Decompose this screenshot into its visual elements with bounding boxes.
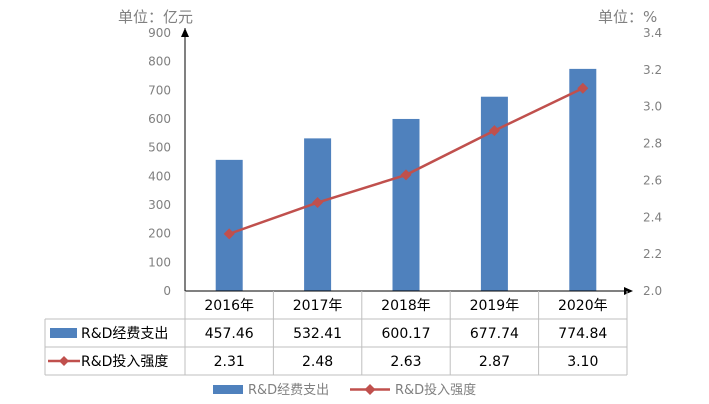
left-axis-unit: 单位：亿元 (118, 8, 194, 26)
y-left-tick-label: 600 (148, 112, 171, 126)
x-category-label: 2020年 (558, 298, 608, 314)
table-value-intensity: 2.63 (390, 354, 421, 370)
x-category-label: 2019年 (470, 298, 520, 314)
line-marker-diamond (488, 125, 500, 137)
legend-label-intensity: R&D投入强度 (395, 382, 476, 398)
table-key-marker (59, 356, 69, 366)
table-value-expenditure: 457.46 (205, 326, 254, 342)
x-category-label: 2017年 (293, 298, 343, 314)
table-series-label: R&D投入强度 (81, 354, 168, 370)
y-right-tick-label: 3.2 (643, 63, 662, 77)
table-value-expenditure: 532.41 (293, 326, 342, 342)
y-right-tick-label: 2.4 (643, 210, 662, 224)
line-marker-diamond (312, 197, 324, 209)
table-value-intensity: 2.48 (302, 354, 333, 370)
right-axis-unit: 单位：% (598, 8, 658, 26)
y-right-tick-label: 2.6 (643, 173, 662, 187)
x-axis-arrow (624, 287, 633, 295)
table-value-expenditure: 774.84 (558, 326, 607, 342)
table-value-intensity: 2.31 (214, 354, 245, 370)
table-value-expenditure: 600.17 (382, 326, 431, 342)
legend-label-expenditure: R&D经费支出 (248, 383, 329, 398)
y-right-tick-label: 3.0 (643, 100, 662, 114)
y-right-tick-label: 2.2 (643, 247, 662, 261)
y-left-tick-label: 700 (148, 83, 171, 97)
y-left-tick-label: 900 (148, 26, 171, 40)
table-series-label: R&D经费支出 (81, 326, 168, 342)
table-key-bar (50, 328, 77, 338)
x-category-label: 2018年 (381, 298, 431, 314)
y-axis-arrow (181, 28, 189, 37)
line-marker-diamond (400, 169, 412, 181)
bar-rd-expenditure (392, 118, 420, 291)
y-right-tick-label: 3.4 (643, 26, 662, 40)
y-right-tick-label: 2.8 (643, 137, 662, 151)
y-left-tick-label: 100 (148, 255, 171, 269)
y-left-tick-label: 500 (148, 141, 171, 155)
table-value-intensity: 2.87 (479, 354, 510, 370)
line-marker-diamond (577, 82, 589, 94)
y-left-tick-label: 300 (148, 198, 171, 212)
x-category-label: 2016年 (204, 298, 254, 314)
bar-rd-expenditure (304, 138, 332, 291)
legend-swatch-bar (213, 385, 243, 394)
y-left-tick-label: 0 (163, 284, 171, 298)
y-left-tick-label: 400 (148, 169, 171, 183)
y-right-tick-label: 2.0 (643, 284, 662, 298)
y-left-tick-label: 200 (148, 227, 171, 241)
table-value-intensity: 3.10 (567, 354, 598, 370)
bar-rd-expenditure (215, 159, 243, 291)
table-value-expenditure: 677.74 (470, 326, 519, 342)
y-left-tick-label: 800 (148, 55, 171, 69)
bar-rd-expenditure (569, 68, 597, 291)
line-marker-diamond (223, 228, 235, 240)
legend-marker-diamond (364, 384, 376, 395)
